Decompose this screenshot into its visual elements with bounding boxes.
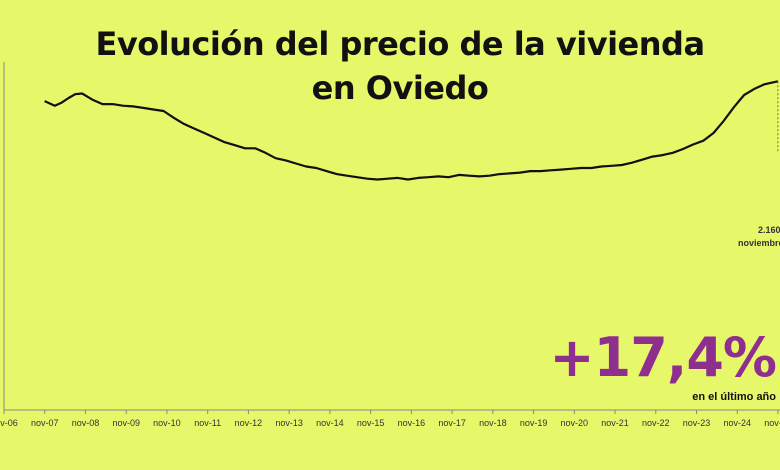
x-tick-label: nov-22 (642, 418, 670, 428)
x-tick-label: nov-14 (316, 418, 344, 428)
x-tick-label: nov-10 (153, 418, 181, 428)
x-tick-label: nov-15 (357, 418, 385, 428)
x-tick-label: nov-25 (764, 418, 780, 428)
x-tick-label: nov-20 (561, 418, 589, 428)
price-series-line (44, 80, 779, 181)
x-tick-label: nov-07 (31, 418, 59, 428)
x-axis-ticks: nov-06 nov-07 nov-08 nov-09 nov-10 nov-11 nov-… (0, 410, 780, 428)
annual-change-value: +17,4% (549, 326, 777, 389)
x-tick-label: nov-16 (398, 418, 426, 428)
x-tick-label: nov-13 (275, 418, 303, 428)
latest-price-annotation: 2.160 euros/m² (758, 225, 780, 235)
x-tick-label: nov-17 (438, 418, 466, 428)
x-tick-label: nov-24 (723, 418, 751, 428)
x-tick-label: nov-19 (520, 418, 548, 428)
x-tick-label: nov-06 (0, 418, 18, 428)
x-tick-label: nov-23 (683, 418, 711, 428)
x-tick-label: nov-21 (601, 418, 629, 428)
x-tick-label: nov-08 (72, 418, 100, 428)
chart-title: Evolución del precio de la vivienda en O… (95, 25, 705, 107)
x-tick-label: nov-11 (194, 418, 221, 428)
latest-date-annotation: noviembre 2025 (738, 238, 780, 248)
x-tick-label: nov-12 (235, 418, 263, 428)
annual-change-caption: en el último año (692, 391, 776, 403)
x-tick-label: nov-09 (112, 418, 140, 428)
x-tick-label: nov-18 (479, 418, 507, 428)
